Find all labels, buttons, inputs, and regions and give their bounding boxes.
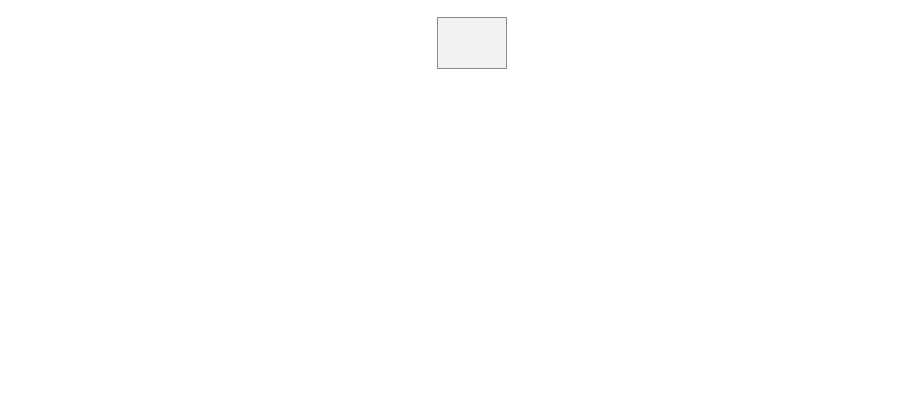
legend-item-appirits — [450, 24, 490, 43]
legend-item-topix — [450, 43, 490, 62]
legend — [437, 17, 507, 69]
red-line-swatch — [450, 32, 477, 35]
blue-line-swatch — [450, 51, 477, 54]
